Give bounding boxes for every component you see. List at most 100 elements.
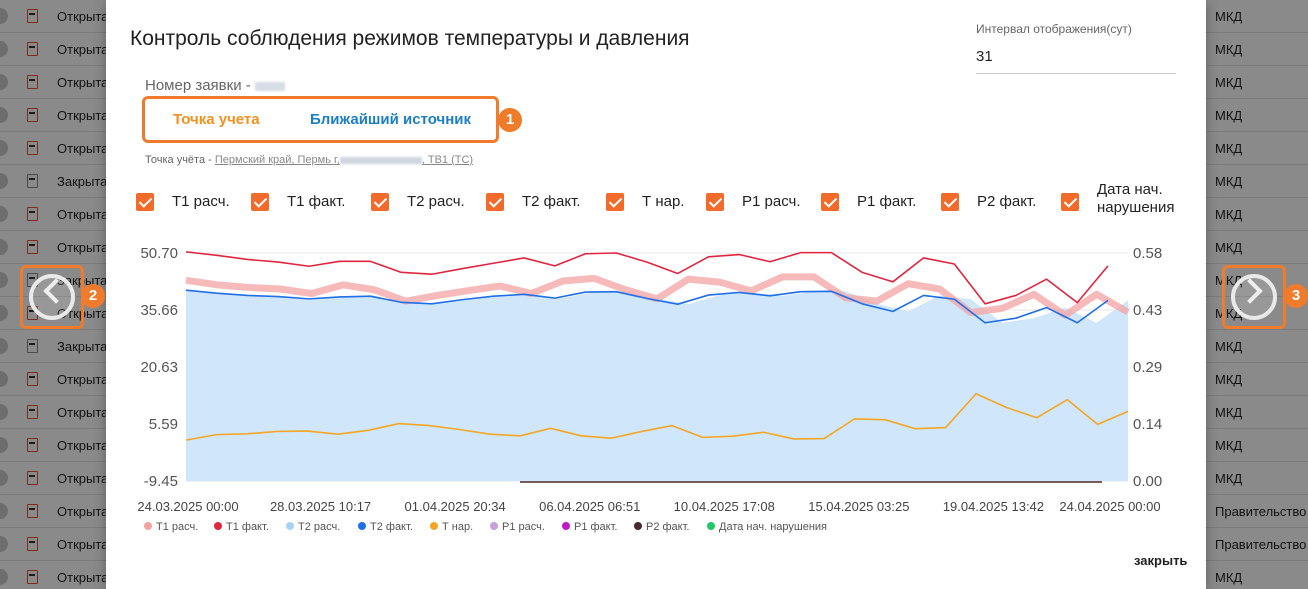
edit-doc-icon[interactable]	[27, 405, 38, 419]
series-checkbox[interactable]: Р1 расч.	[706, 193, 801, 211]
row-type: Правительство	[1215, 537, 1307, 552]
callout-badge-2: 2	[81, 284, 105, 308]
row-status: Открыта	[57, 42, 109, 57]
row-type: МКД	[1215, 174, 1243, 189]
interval-label: Интервал отображения(сут)	[976, 22, 1132, 36]
checkbox-label: Т1 факт.	[287, 193, 346, 210]
series-line-t1-fact	[185, 251, 1109, 305]
y-right-tick-label: 0.00	[1133, 473, 1162, 490]
legend-marker	[286, 522, 294, 530]
series-line-t-outdoor	[185, 392, 1129, 441]
row-status: Закрыта	[57, 339, 108, 354]
table-row[interactable]: Открыта МКД	[0, 561, 1308, 589]
row-handle	[0, 371, 8, 387]
tab-nearest-source[interactable]: Ближайший источник	[310, 111, 472, 128]
row-type: МКД	[1215, 471, 1243, 486]
checkbox-checked-icon[interactable]	[371, 193, 389, 211]
edit-doc-icon[interactable]	[27, 438, 38, 452]
row-status: Закрыта	[57, 174, 108, 189]
series-checkbox[interactable]: Т2 расч.	[371, 193, 465, 211]
checkbox-checked-icon[interactable]	[821, 193, 839, 211]
row-type: МКД	[1215, 9, 1243, 24]
row-handle	[0, 503, 8, 519]
row-handle	[0, 338, 8, 354]
address-redacted	[339, 156, 422, 164]
series-checkbox[interactable]: Р2 факт.	[941, 193, 1036, 211]
dialog-title: Контроль соблюдения режимов температуры …	[130, 27, 690, 50]
row-handle	[0, 437, 8, 453]
x-tick-label: 24.04.2025 00:00	[1059, 499, 1160, 514]
y-left-tick-label: 50.70	[140, 245, 178, 262]
tab-metering-point[interactable]: Точка учета	[173, 111, 260, 128]
edit-doc-icon[interactable]	[27, 537, 38, 551]
checkbox-checked-icon[interactable]	[941, 193, 959, 211]
callout-badge-1: 1	[498, 108, 522, 132]
prev-button[interactable]	[20, 265, 84, 329]
y-right-tick-label: 0.58	[1133, 245, 1162, 262]
row-handle	[0, 74, 8, 90]
legend-label: Р1 факт.	[574, 521, 618, 533]
edit-doc-icon[interactable]	[27, 141, 38, 155]
series-area-t2-calc	[186, 290, 1128, 481]
row-type: МКД	[1215, 240, 1243, 255]
close-button[interactable]: закрыть	[1134, 553, 1188, 568]
edit-doc-icon[interactable]	[27, 207, 38, 221]
edit-doc-icon[interactable]	[27, 42, 38, 56]
row-type: МКД	[1215, 207, 1243, 222]
row-handle	[0, 8, 8, 24]
temperature-pressure-dialog: Контроль соблюдения режимов температуры …	[106, 0, 1206, 589]
edit-doc-icon[interactable]	[27, 372, 38, 386]
legend-label: Р1 расч.	[502, 521, 545, 533]
row-type: МКД	[1215, 438, 1243, 453]
metering-point-link[interactable]: Пермский край, Пермь г, , ТВ1 (ТС)	[215, 154, 473, 166]
edit-doc-icon[interactable]	[27, 570, 38, 584]
checkbox-label: Р2 факт.	[977, 193, 1037, 210]
edit-doc-icon[interactable]	[27, 9, 38, 23]
legend-marker	[214, 522, 222, 530]
legend-label: Т2 расч.	[298, 521, 340, 533]
row-status: Открыта	[57, 537, 109, 552]
edit-doc-icon[interactable]	[27, 75, 38, 89]
row-handle	[0, 272, 8, 288]
y-left-tick-label: 20.63	[140, 359, 178, 376]
row-handle	[0, 206, 8, 222]
metering-point-line: Точка учёта - Пермский край, Пермь г, , Т…	[145, 154, 473, 166]
checkbox-checked-icon[interactable]	[1061, 193, 1079, 211]
series-checkbox[interactable]: Т1 расч.	[136, 193, 230, 211]
x-tick-label: 19.04.2025 13:42	[943, 499, 1044, 514]
series-checkbox[interactable]: Р1 факт.	[821, 193, 916, 211]
checkbox-checked-icon[interactable]	[251, 193, 269, 211]
row-type: МКД	[1215, 339, 1243, 354]
legend-marker	[634, 522, 642, 530]
x-tick-label: 24.03.2025 00:00	[137, 499, 238, 514]
checkbox-checked-icon[interactable]	[706, 193, 724, 211]
edit-doc-icon[interactable]	[27, 339, 38, 353]
edit-doc-icon[interactable]	[27, 240, 38, 254]
next-button[interactable]	[1222, 265, 1286, 329]
edit-doc-icon[interactable]	[27, 174, 38, 188]
address-start: Пермский край, Пермь г,	[214, 154, 340, 166]
series-checkbox[interactable]: Дата нач. нарушения	[1061, 181, 1174, 217]
checkbox-checked-icon[interactable]	[486, 193, 504, 211]
edit-doc-icon[interactable]	[27, 504, 38, 518]
row-handle	[0, 173, 8, 189]
series-checkbox[interactable]: Т1 факт.	[251, 193, 345, 211]
edit-doc-icon[interactable]	[27, 471, 38, 485]
series-checkbox[interactable]: Т2 факт.	[486, 193, 580, 211]
row-type: МКД	[1215, 570, 1243, 585]
legend-label: Т1 расч.	[156, 521, 198, 533]
checkbox-label: Дата нач. нарушения	[1097, 181, 1175, 216]
y-left-tick-label: 5.59	[149, 416, 178, 433]
edit-doc-icon[interactable]	[27, 108, 38, 122]
interval-input[interactable]	[976, 40, 1176, 74]
row-status: Открыта	[57, 75, 109, 90]
temperature-pressure-chart: 50.70 0.58 35.66 0.43 20.63 0.29 5.59 0.14 -9.45…	[137, 245, 1162, 533]
checkbox-checked-icon[interactable]	[136, 193, 154, 211]
series-checkbox[interactable]: Т нар.	[606, 193, 684, 211]
checkbox-checked-icon[interactable]	[606, 193, 624, 211]
address-end: , ТВ1 (ТС)	[421, 154, 474, 166]
row-handle	[0, 569, 8, 585]
row-status: Открыта	[57, 108, 109, 123]
row-type: МКД	[1215, 141, 1243, 156]
x-tick-label: 15.04.2025 03:25	[808, 499, 909, 514]
